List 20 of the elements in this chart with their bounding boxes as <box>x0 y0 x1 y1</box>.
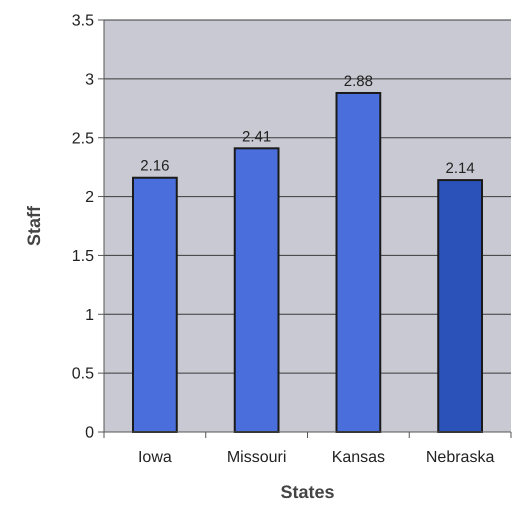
y-tick-label: 0.5 <box>72 366 94 383</box>
x-tick-label: Kansas <box>332 449 386 466</box>
x-tick-label: Iowa <box>138 449 172 466</box>
x-tick-label: Nebraska <box>426 449 494 466</box>
y-tick-label: 2 <box>85 189 94 206</box>
y-tick-label: 1.5 <box>72 248 94 266</box>
y-tick-label: 3 <box>85 71 94 88</box>
data-label: 2.16 <box>140 158 170 175</box>
y-tick-label: 2.5 <box>72 130 94 148</box>
y-axis-title: Staff <box>24 204 44 246</box>
bar <box>437 179 483 433</box>
bar <box>132 176 178 433</box>
bar <box>336 92 382 433</box>
y-tick-label: 0 <box>85 424 94 442</box>
data-label: 2.14 <box>446 160 475 178</box>
bar <box>234 147 280 433</box>
x-tick-label: Missouri <box>226 449 286 466</box>
y-tick-label: 3.5 <box>72 12 94 30</box>
x-axis-title: States <box>280 482 335 502</box>
y-tick-label: 1 <box>85 306 94 324</box>
